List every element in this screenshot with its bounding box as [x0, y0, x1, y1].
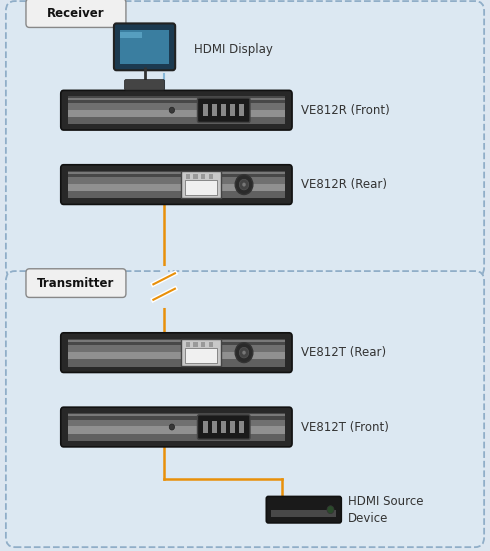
Bar [68, 171, 285, 177]
Bar [186, 342, 190, 347]
FancyBboxPatch shape [197, 98, 250, 122]
Bar [68, 419, 285, 434]
FancyBboxPatch shape [267, 496, 341, 523]
Bar [181, 171, 221, 198]
Bar [68, 340, 285, 342]
Bar [185, 348, 218, 363]
Bar [194, 174, 197, 179]
Circle shape [169, 424, 174, 430]
FancyBboxPatch shape [124, 79, 165, 90]
Text: Receiver: Receiver [47, 7, 105, 20]
Bar [240, 105, 245, 116]
FancyBboxPatch shape [114, 24, 175, 71]
Bar [230, 422, 235, 433]
Bar [68, 419, 285, 426]
Bar [181, 339, 221, 366]
Bar [271, 510, 336, 517]
Text: HDMI Source
Device: HDMI Source Device [348, 495, 423, 525]
Bar [68, 358, 285, 366]
Text: HDMI Display: HDMI Display [194, 43, 272, 56]
Circle shape [239, 347, 249, 358]
Bar [209, 342, 213, 347]
Text: VE812T (Rear): VE812T (Rear) [301, 346, 387, 359]
Circle shape [239, 179, 249, 190]
Bar [194, 342, 197, 347]
FancyBboxPatch shape [26, 269, 126, 298]
Bar [185, 180, 218, 195]
Bar [68, 102, 285, 117]
Bar [68, 172, 285, 174]
Bar [68, 433, 285, 441]
Bar [68, 116, 285, 124]
Bar [68, 177, 285, 184]
FancyBboxPatch shape [61, 407, 292, 447]
Bar [240, 422, 245, 433]
Bar [203, 422, 208, 433]
Bar [120, 30, 170, 63]
Text: VE812T (Front): VE812T (Front) [301, 420, 389, 434]
Bar [68, 96, 285, 103]
Bar [212, 422, 217, 433]
Bar [209, 174, 213, 179]
Bar [68, 339, 285, 345]
Circle shape [169, 107, 174, 113]
FancyBboxPatch shape [6, 1, 484, 277]
Circle shape [242, 350, 246, 355]
Bar [120, 33, 142, 38]
FancyBboxPatch shape [6, 271, 484, 547]
Bar [201, 174, 205, 179]
Text: Transmitter: Transmitter [37, 277, 115, 290]
Bar [68, 344, 285, 359]
Bar [68, 190, 285, 198]
Bar [68, 176, 285, 191]
Bar [221, 105, 226, 116]
Bar [221, 422, 226, 433]
Circle shape [242, 182, 246, 187]
Bar [201, 342, 205, 347]
Text: VE812R (Rear): VE812R (Rear) [301, 178, 388, 191]
FancyBboxPatch shape [61, 90, 292, 130]
Bar [186, 174, 190, 179]
FancyBboxPatch shape [61, 333, 292, 372]
Circle shape [235, 343, 253, 363]
Bar [212, 105, 217, 116]
Bar [68, 102, 285, 110]
Text: VE812R (Front): VE812R (Front) [301, 104, 390, 117]
FancyBboxPatch shape [26, 0, 126, 28]
Bar [203, 105, 208, 116]
Bar [68, 98, 285, 100]
Circle shape [327, 506, 334, 514]
Bar [68, 413, 285, 420]
Bar [230, 105, 235, 116]
Bar [68, 345, 285, 352]
FancyBboxPatch shape [61, 165, 292, 204]
Bar [68, 414, 285, 417]
Circle shape [235, 175, 253, 195]
FancyBboxPatch shape [197, 415, 250, 439]
